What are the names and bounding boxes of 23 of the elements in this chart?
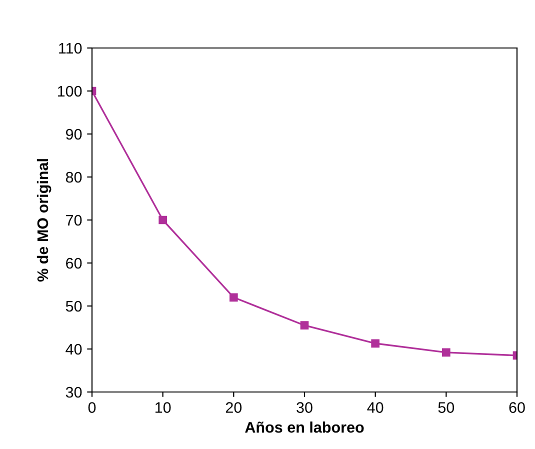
x-tick-label: 30 (296, 402, 312, 413)
point (300, 321, 309, 330)
point (371, 339, 380, 348)
x-tick-label: 50 (438, 402, 454, 413)
x-tick-label: 0 (88, 402, 96, 413)
y-axis-title: % de MO original (36, 159, 52, 282)
x-tick-label: 20 (226, 402, 242, 413)
y-tick-label: 50 (66, 300, 82, 312)
x-axis-title: Años en laboreo (245, 422, 364, 433)
y-tick-label: 60 (66, 258, 82, 269)
y-tick-label: 70 (66, 214, 82, 226)
x-tick-label: 60 (509, 402, 525, 413)
point (230, 293, 238, 302)
y-tick-label: 80 (66, 172, 82, 183)
x-tick-label: 10 (156, 402, 171, 413)
point (158, 216, 167, 224)
y-tick-label: 90 (66, 128, 82, 140)
y-tick-label: 110 (59, 42, 82, 54)
y-tick-label: 100 (58, 86, 82, 97)
y-tick-label: 30 (66, 386, 82, 398)
y-tick-label: 40 (66, 344, 82, 355)
point (442, 348, 450, 357)
x-tick-label: 40 (367, 402, 384, 413)
